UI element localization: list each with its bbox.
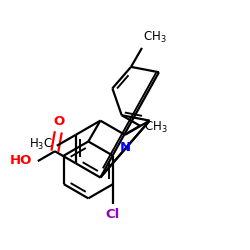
Text: CH$_3$: CH$_3$: [143, 30, 167, 45]
Text: H$_3$C: H$_3$C: [30, 137, 54, 152]
Text: Cl: Cl: [106, 208, 120, 221]
Text: CH$_3$: CH$_3$: [144, 120, 168, 135]
Text: N: N: [120, 142, 130, 154]
Text: HO: HO: [10, 154, 32, 166]
Text: O: O: [54, 115, 65, 128]
